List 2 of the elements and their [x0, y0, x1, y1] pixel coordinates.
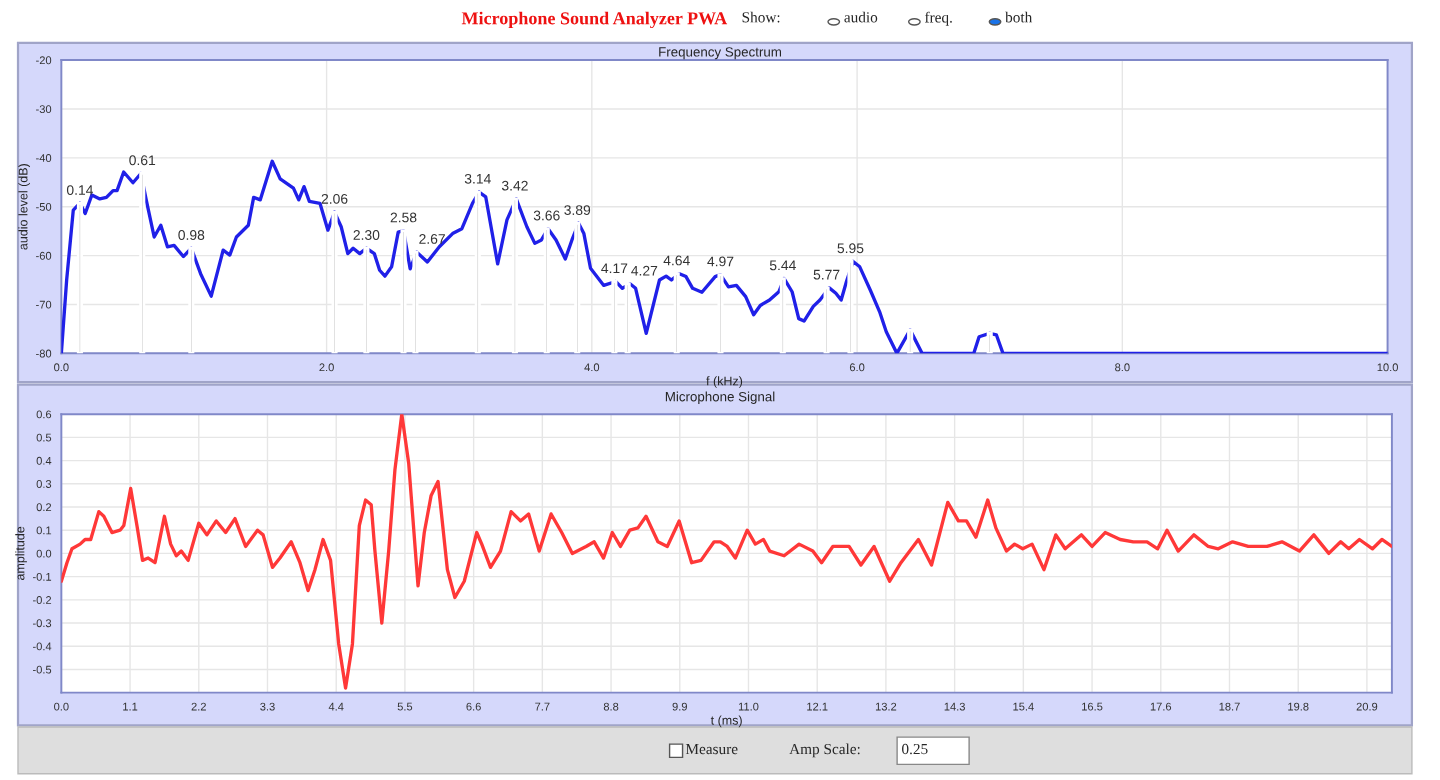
line-series — [61, 414, 1392, 690]
text: Microphone Sound Analyzer PWA — [461, 11, 728, 29]
